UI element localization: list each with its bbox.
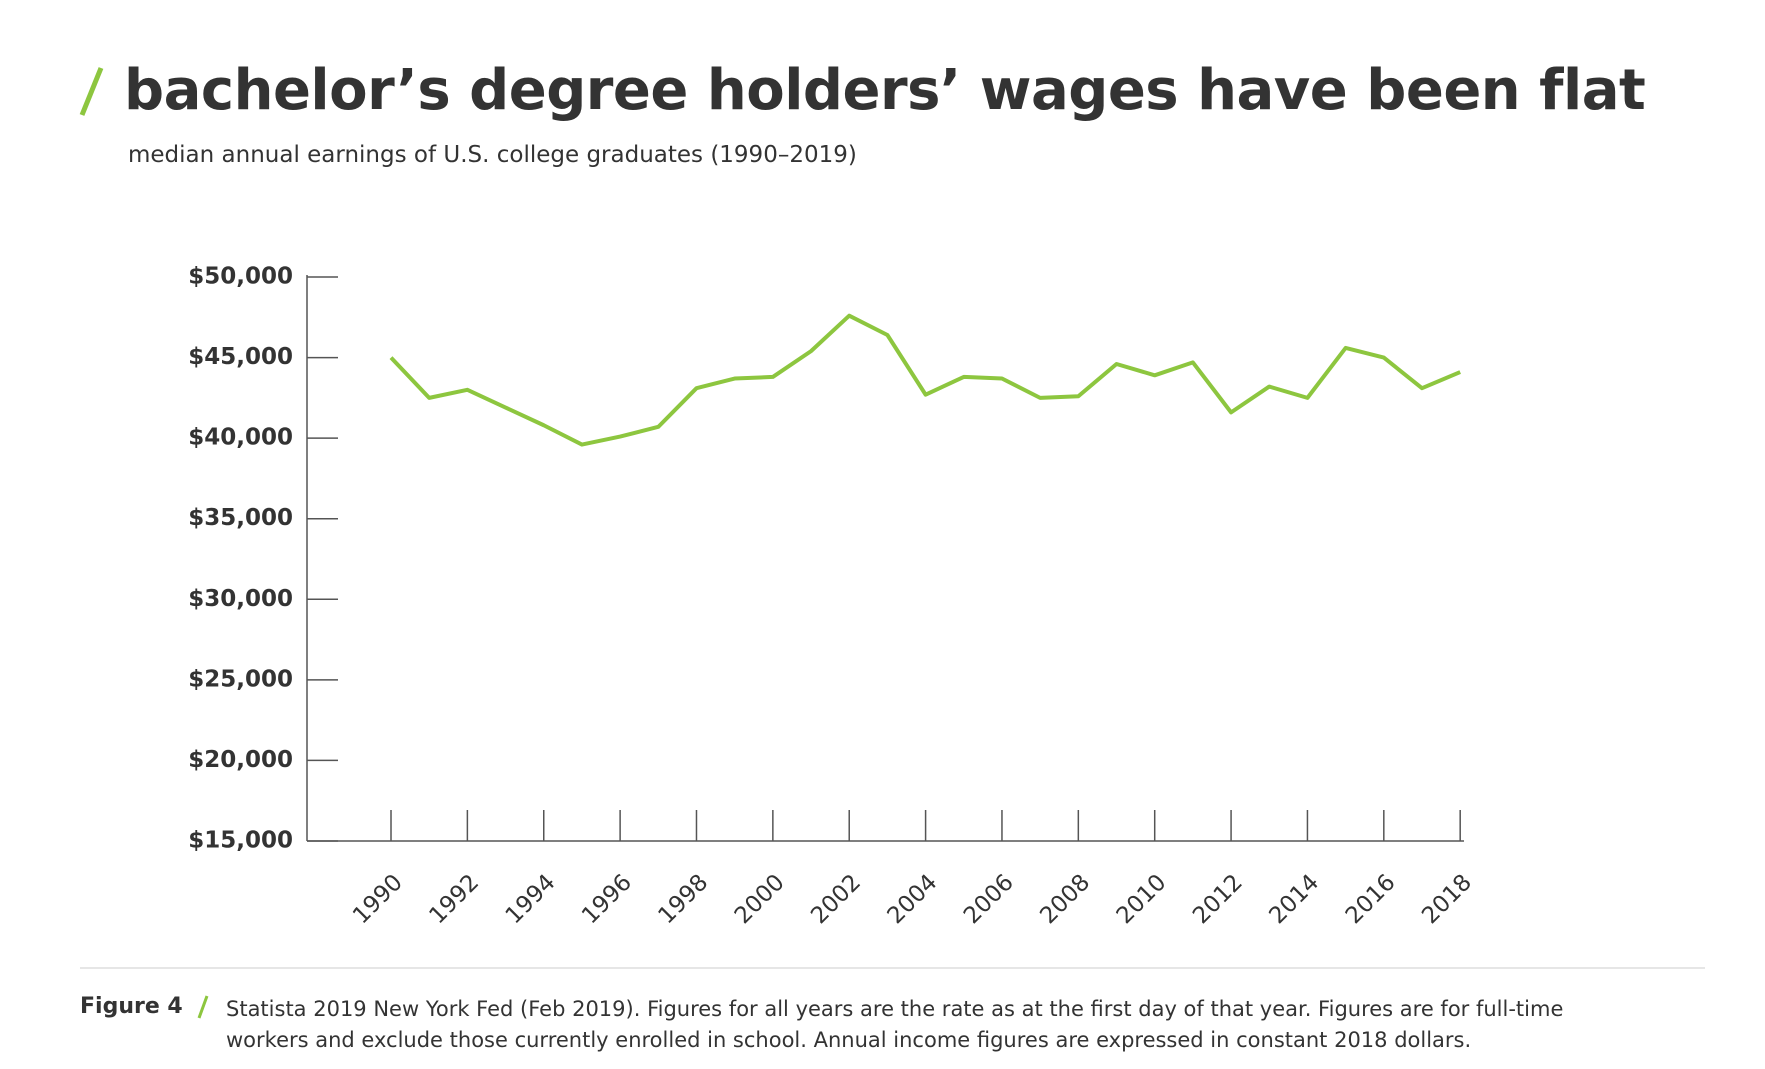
x-tick-label: 2008 bbox=[1035, 869, 1095, 929]
x-tick-label: 2000 bbox=[730, 869, 790, 929]
x-tick-label: 1996 bbox=[577, 869, 637, 929]
caption-slash bbox=[197, 995, 209, 1019]
chart-title: bachelor’s degree holders’ wages have be… bbox=[124, 58, 1646, 123]
x-tick-label: 2016 bbox=[1341, 869, 1401, 929]
x-tick-label: 1992 bbox=[424, 869, 484, 929]
x-tick-label: 2010 bbox=[1112, 869, 1172, 929]
y-tick-label: $35,000 bbox=[188, 505, 293, 531]
chart: $15,000 $20,000 $25,000 $30,000 $35,000 $40,0… bbox=[188, 264, 1477, 930]
x-tick-label: 2012 bbox=[1188, 869, 1248, 929]
x-tick-label: 1990 bbox=[348, 869, 408, 929]
x-tick-label: 2004 bbox=[883, 869, 943, 929]
title-slash bbox=[79, 67, 104, 116]
x-tick-label: 2014 bbox=[1264, 869, 1324, 929]
y-tick-label: $45,000 bbox=[188, 344, 293, 370]
chart-subtitle: median annual earnings of U.S. college g… bbox=[128, 142, 857, 168]
caption: Statista 2019 New York Fed (Feb 2019). F… bbox=[226, 997, 1564, 1052]
x-tick-label: 1994 bbox=[501, 869, 561, 929]
x-tick-label: 2002 bbox=[806, 869, 866, 929]
y-tick-label: $25,000 bbox=[188, 666, 293, 692]
line bbox=[389, 313, 1461, 447]
y-tick-label: $30,000 bbox=[188, 586, 293, 612]
y-tick-label: $50,000 bbox=[188, 264, 293, 290]
x-tick-label: 2018 bbox=[1417, 869, 1477, 929]
y-tick-label: $20,000 bbox=[188, 747, 293, 773]
x-tick-label: 1998 bbox=[654, 869, 714, 929]
y-tick-label: $40,000 bbox=[188, 425, 293, 451]
figure-label: Figure 4 bbox=[80, 994, 183, 1019]
x-tick-label: 2006 bbox=[959, 869, 1019, 929]
y-tick-label: $15,000 bbox=[188, 828, 293, 854]
